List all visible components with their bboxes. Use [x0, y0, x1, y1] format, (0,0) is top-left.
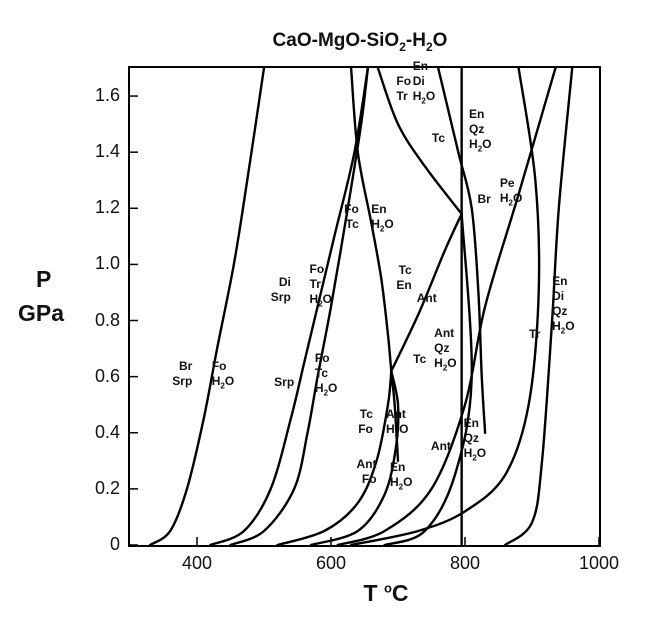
y-tick-label: 0	[109, 534, 120, 554]
reaction-curve-9	[383, 212, 473, 545]
x-tick-label: 1000	[578, 553, 620, 573]
plot-frame	[128, 66, 601, 547]
field-label: Tc	[431, 130, 446, 145]
field-label: En Di Qz H2O	[552, 273, 575, 336]
x-axis-label: T oC	[363, 580, 409, 606]
chart-title: CaO-MgO-SiO2-H2O	[272, 30, 448, 54]
field-label: Fo Tr H2O	[309, 261, 333, 308]
reaction-curve-13	[504, 68, 574, 545]
reaction-curve-11	[437, 68, 487, 434]
reaction-curve-5	[276, 369, 393, 545]
y-tick-label: 0.6	[94, 365, 120, 386]
field-label: Tc En	[396, 263, 412, 293]
field-label: Ant Qz H2O	[434, 326, 457, 373]
field-label: Fo Tc	[344, 201, 359, 231]
field-label: Ant Fo	[356, 457, 377, 487]
field-label: Ant	[430, 439, 451, 454]
reaction-curve-14	[376, 68, 463, 216]
y-tick-label: 1.4	[94, 141, 120, 162]
field-label: Ant	[416, 290, 437, 305]
reaction-curve-7	[390, 212, 463, 373]
y-tick-label: 1.0	[94, 253, 120, 274]
field-label: Fo Tc H2O	[314, 351, 338, 398]
field-label: Tr	[529, 327, 541, 342]
field-label: Srp	[274, 374, 295, 389]
reaction-curve-2	[209, 68, 370, 545]
field-label: Tc Fo	[358, 406, 373, 436]
y-axis-label-unit: GPa	[18, 300, 65, 326]
x-tick-label: 400	[181, 553, 213, 573]
y-tick-label: 1.2	[94, 197, 120, 218]
field-label: En Qz H2O	[463, 415, 487, 463]
field-label: Pe H2O	[499, 176, 523, 208]
x-tick-label: 800	[449, 553, 481, 573]
reaction-curve-6	[309, 369, 400, 545]
field-label: En H2O	[371, 201, 394, 234]
y-tick-label: 0.8	[94, 309, 120, 330]
field-label-fo-tr: Fo Tr	[396, 73, 412, 103]
x-tick-label: 600	[315, 553, 347, 573]
field-label: En Qz H2O	[469, 107, 492, 154]
reaction-curve-8	[336, 68, 557, 545]
y-tick-label: 1.6	[94, 85, 120, 106]
field-label: Br	[477, 192, 491, 207]
reaction-curve-1	[148, 68, 266, 545]
y-tick-label: 0.4	[94, 421, 120, 442]
field-label: Ant H2O	[385, 406, 409, 438]
field-label: En H2O	[389, 459, 413, 492]
reaction-curve-4	[349, 68, 400, 463]
field-label-en-di-h2o: En Di H2O	[412, 58, 436, 106]
y-tick-label: 0.2	[94, 477, 120, 498]
field-label: Br Srp	[172, 358, 193, 388]
field-label: Di Srp	[270, 274, 291, 304]
reaction-curve-12	[349, 68, 541, 545]
field-label: Tc	[413, 352, 427, 367]
y-axis-label-p: P	[36, 266, 52, 292]
field-label: Fo H2O	[211, 358, 235, 391]
reaction-curve-3	[229, 68, 370, 545]
